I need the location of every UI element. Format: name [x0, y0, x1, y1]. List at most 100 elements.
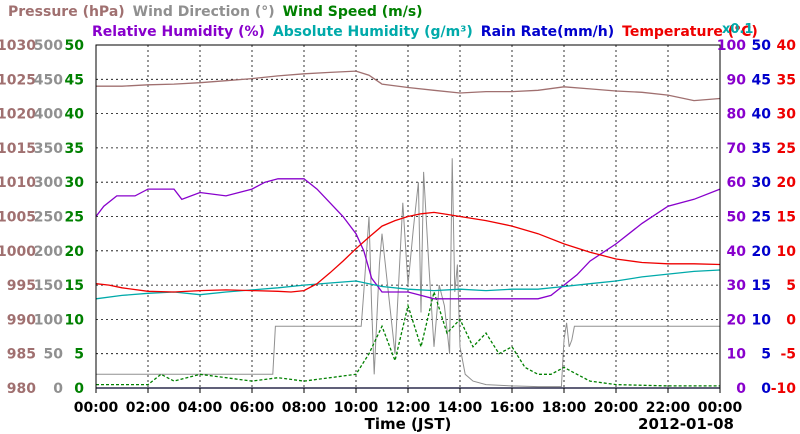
wind-direction-line [96, 158, 720, 388]
wind-direction-tick-label: 100 [34, 312, 63, 328]
relative-humidity-tick-label: 90 [727, 72, 747, 88]
temperature-tick-label: 10 [777, 244, 797, 260]
x-axis-label: Time (JST) [365, 415, 452, 433]
relative-humidity-tick-label: 40 [727, 244, 747, 260]
legend-entry: Relative Humidity (%) [92, 24, 265, 40]
wind-speed-tick-label: 25 [65, 210, 84, 226]
temperature-tick-label: -10 [771, 381, 797, 397]
legend-entry: Temperature (°C) [622, 24, 758, 40]
wind-speed-tick-label: 0 [74, 381, 84, 397]
rain-rate-tick-label: 30 [752, 175, 772, 191]
x-tick-label: 08:00 [282, 400, 327, 416]
rain-rate-tick-label: 15 [752, 278, 771, 294]
x-tick-label: 20:00 [594, 400, 639, 416]
pressure-tick-label: 980 [7, 381, 36, 397]
pressure-tick-label: 985 [7, 347, 36, 363]
x-tick-label: 04:00 [178, 400, 223, 416]
temperature-line [95, 211, 721, 293]
scale-note: x0.1 [722, 22, 753, 37]
rain-rate-tick-label: 35 [752, 141, 771, 157]
wind-direction-tick-label: 300 [34, 175, 63, 191]
pressure-line [96, 70, 721, 102]
wind-direction-tick-label: 50 [44, 347, 64, 363]
x-tick-label: 16:00 [490, 400, 535, 416]
rain-rate-tick-label: 25 [752, 210, 771, 226]
temperature-tick-label: 35 [777, 72, 796, 88]
wind-direction-tick-label: 350 [34, 141, 63, 157]
wind-direction-tick-label: 250 [34, 210, 63, 226]
x-axis: 00:00 02:00 04:00 06:00 08:00 10:00 12:00 14:00… [74, 388, 743, 416]
x-tick-label: 06:00 [230, 400, 275, 416]
legend-entry: Wind Speed (m/s) [283, 4, 423, 20]
wind-speed-tick-label: 45 [65, 72, 84, 88]
relative-humidity-tick-label: 60 [727, 175, 747, 191]
legend-entry: Absolute Humidity (g/m³) [273, 24, 473, 40]
relative-humidity-tick-label: 100 [717, 38, 746, 54]
wind-speed-tick-label: 40 [65, 107, 85, 123]
wind-direction-tick-label: 150 [34, 278, 63, 294]
wind-speed-tick-label: 15 [65, 278, 84, 294]
wind-speed-tick-label: 30 [65, 175, 85, 191]
temperature-tick-label: 25 [777, 141, 796, 157]
relative-humidity-tick-label: 10 [727, 347, 747, 363]
relative-humidity-tick-label: 0 [736, 381, 746, 397]
x-tick-label: 12:00 [386, 400, 431, 416]
absolute-humidity-line [95, 269, 721, 300]
legend: Pressure (hPa) Wind Direction (°) Wind Spe… [8, 4, 758, 40]
pressure-tick-label: 1005 [0, 210, 36, 226]
pressure-tick-label: 1030 [0, 38, 36, 54]
wind-direction-tick-label: 450 [34, 72, 63, 88]
rain-rate-tick-label: 50 [752, 38, 772, 54]
pressure-tick-label: 990 [7, 312, 36, 328]
temperature-tick-label: 15 [777, 210, 796, 226]
pressure-tick-label: 1000 [0, 244, 36, 260]
temperature-tick-label: 40 [777, 38, 797, 54]
relative-humidity-tick-label: 70 [727, 141, 747, 157]
wind-direction-tick-label: 0 [53, 381, 63, 397]
pressure-tick-label: 995 [7, 278, 36, 294]
relative-humidity-tick-label: 80 [727, 107, 747, 123]
rain-rate-tick-label: 0 [761, 381, 771, 397]
relative-humidity-line [95, 178, 721, 300]
date-label: 2012-01-08 [638, 415, 734, 433]
wind-direction-tick-label: 200 [34, 244, 63, 260]
legend-entry: Rain Rate(mm/h) [481, 24, 614, 40]
rain-rate-tick-label: 5 [761, 347, 771, 363]
rain-rate-tick-label: 45 [752, 72, 771, 88]
x-tick-label: 00:00 [698, 400, 743, 416]
pressure-tick-label: 1010 [0, 175, 36, 191]
temperature-tick-label: -5 [780, 347, 796, 363]
x-tick-label: 00:00 [74, 400, 119, 416]
wind-speed-tick-label: 20 [65, 244, 85, 260]
legend-entry: Pressure (hPa) [8, 4, 125, 20]
temperature-tick-label: 30 [777, 107, 797, 123]
legend-entry: Wind Direction (°) [133, 4, 275, 20]
relative-humidity-tick-label: 20 [727, 312, 747, 328]
rain-rate-tick-label: 20 [752, 244, 772, 260]
temperature-tick-label: 0 [786, 312, 796, 328]
wind-speed-tick-label: 5 [74, 347, 84, 363]
temperature-tick-label: 5 [786, 278, 796, 294]
temperature-tick-label: 20 [777, 175, 797, 191]
x-tick-label: 22:00 [646, 400, 691, 416]
left-axes: 1030102510201015101010051000995990985980… [0, 38, 84, 397]
wind-direction-tick-label: 500 [34, 38, 63, 54]
rain-rate-tick-label: 40 [752, 107, 772, 123]
relative-humidity-tick-label: 50 [727, 210, 747, 226]
wind-direction-tick-label: 400 [34, 107, 63, 123]
pressure-tick-label: 1015 [0, 141, 36, 157]
wind-speed-line [96, 289, 720, 387]
wind-speed-tick-label: 50 [65, 38, 85, 54]
x-tick-label: 10:00 [334, 400, 379, 416]
wind-speed-tick-label: 10 [65, 312, 85, 328]
pressure-tick-label: 1025 [0, 72, 36, 88]
x-tick-label: 14:00 [438, 400, 483, 416]
x-tick-label: 02:00 [126, 400, 171, 416]
pressure-tick-label: 1020 [0, 107, 36, 123]
rain-rate-tick-label: 10 [752, 312, 772, 328]
x-tick-label: 18:00 [542, 400, 587, 416]
right-axes: 1009080706050403020100504540353025201510… [717, 38, 796, 397]
wind-speed-tick-label: 35 [65, 141, 84, 157]
